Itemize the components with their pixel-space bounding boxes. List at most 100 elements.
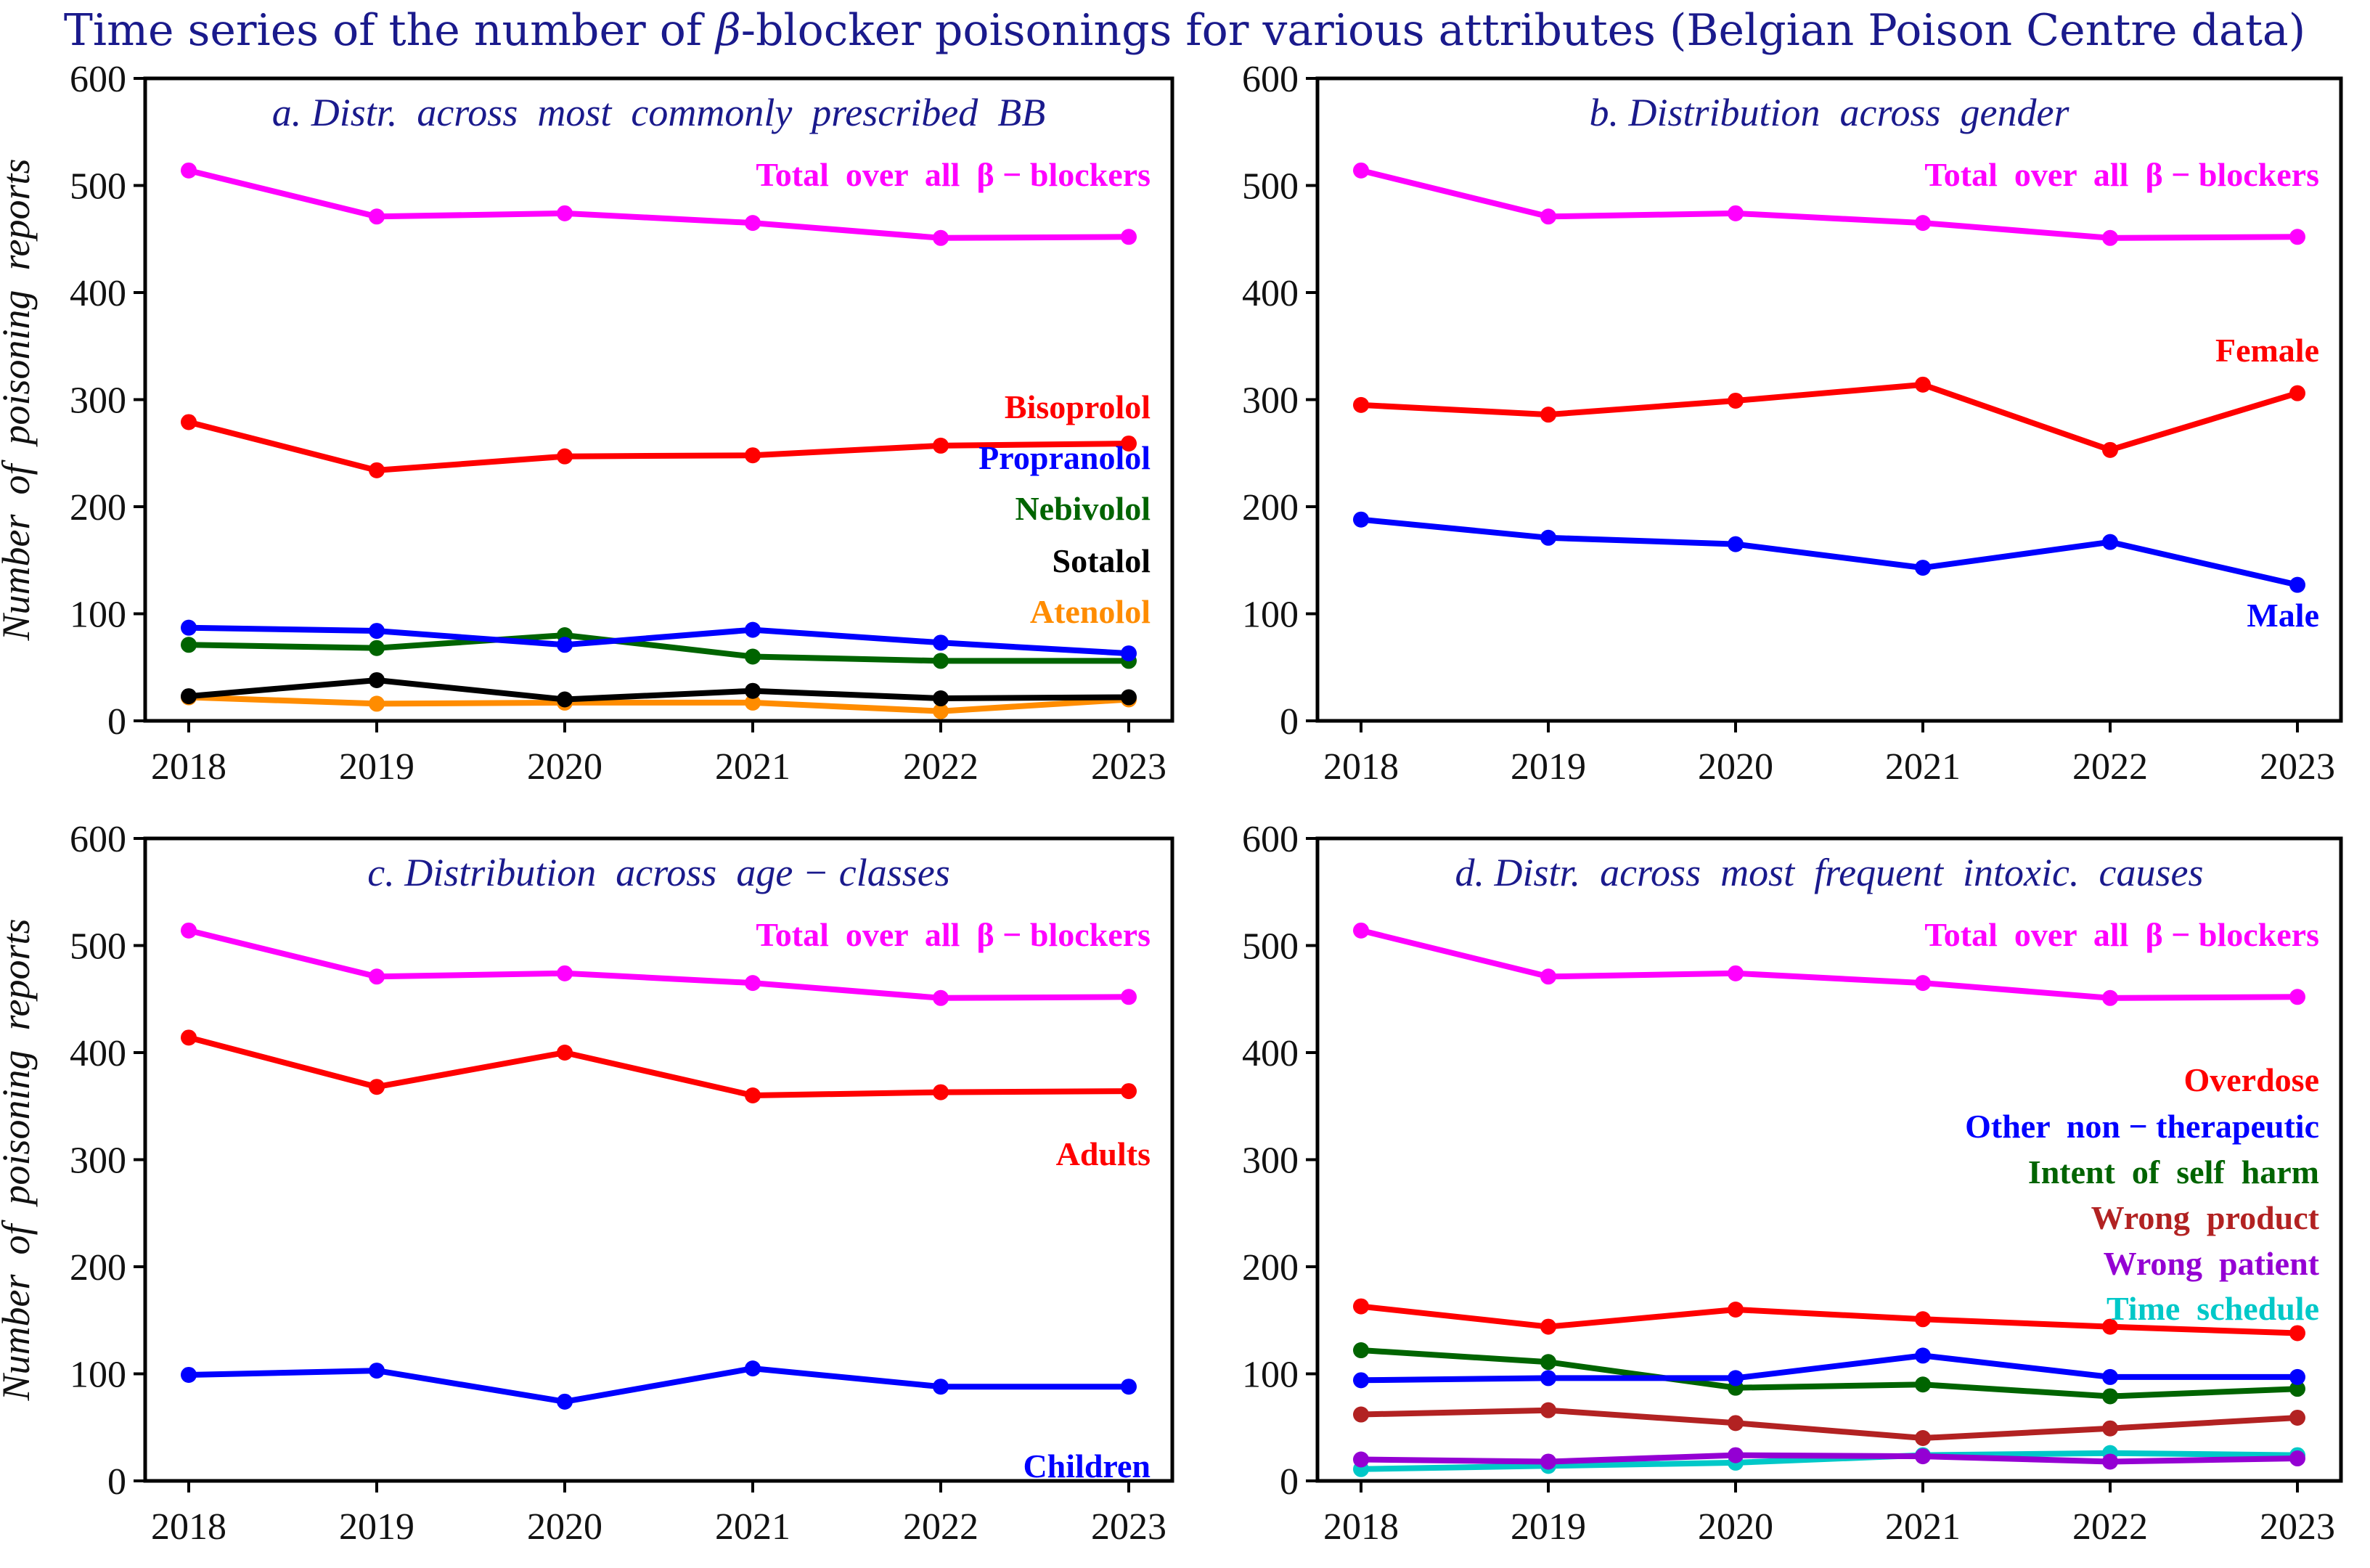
x-tick-label: 2021 bbox=[715, 746, 790, 788]
data-point bbox=[2102, 441, 2118, 458]
data-point bbox=[1353, 1406, 1369, 1423]
series-label: Sotalol bbox=[1053, 542, 1151, 579]
series-label: Overdose bbox=[2183, 1061, 2319, 1098]
data-point bbox=[1915, 215, 1931, 232]
data-point bbox=[745, 621, 761, 638]
data-point bbox=[1540, 208, 1556, 225]
figure-title-start: Time series of the number of bbox=[64, 5, 716, 56]
plot-frame bbox=[1315, 836, 2343, 1483]
series-label: Total over all β − blockers bbox=[1924, 916, 2319, 953]
data-point bbox=[933, 653, 949, 669]
data-point bbox=[1728, 1415, 1744, 1432]
x-tick-label: 2021 bbox=[1885, 1506, 1961, 1548]
series-line bbox=[1360, 1303, 2298, 1336]
series-label: Nebivolol bbox=[1015, 490, 1151, 527]
data-point bbox=[2102, 1368, 2118, 1385]
data-point bbox=[1728, 392, 1744, 409]
y-tick-label: 400 bbox=[70, 1033, 126, 1074]
data-point bbox=[1728, 1302, 1744, 1318]
series-label: Female bbox=[2215, 332, 2319, 369]
data-point bbox=[1540, 407, 1556, 423]
data-point bbox=[745, 975, 761, 992]
series-label: Male bbox=[2247, 597, 2319, 634]
data-point bbox=[557, 691, 573, 708]
data-point bbox=[369, 1079, 385, 1095]
y-tick-label: 200 bbox=[70, 1247, 126, 1289]
y-tick-label: 0 bbox=[107, 701, 126, 743]
data-point bbox=[1540, 968, 1556, 985]
y-tick-label: 600 bbox=[70, 59, 126, 100]
data-point bbox=[557, 637, 573, 653]
x-tick-label: 2019 bbox=[1511, 746, 1586, 788]
x-tick-label: 2019 bbox=[1511, 1506, 1586, 1548]
data-point bbox=[933, 989, 949, 1006]
data-point bbox=[1121, 689, 1137, 706]
series-label: Intent of self harm bbox=[2028, 1153, 2319, 1191]
data-point bbox=[1353, 1451, 1369, 1468]
series-label: Other non − therapeutic bbox=[1965, 1108, 2319, 1145]
panel-a: 0 100 200 300 400 500 600 2018 2019 2020 2021 2022 2… bbox=[0, 59, 1174, 788]
figure-title: Time series of the number of β-blocker p… bbox=[64, 5, 2305, 56]
data-point bbox=[1915, 1311, 1931, 1328]
y-tick-label: 300 bbox=[1242, 1140, 1299, 1182]
x-tick-label: 2022 bbox=[903, 1506, 978, 1548]
data-point bbox=[2289, 1325, 2305, 1342]
x-tick-label: 2020 bbox=[527, 1506, 602, 1548]
data-point bbox=[1353, 511, 1369, 528]
data-point bbox=[181, 688, 197, 705]
y-tick-label: 100 bbox=[1242, 1355, 1299, 1396]
plot-frame bbox=[1315, 76, 2343, 723]
panel-title: d. Distr. across most frequent intoxic. … bbox=[1455, 851, 2204, 894]
data-point bbox=[1121, 229, 1137, 245]
data-point bbox=[1915, 1448, 1931, 1465]
data-point bbox=[2289, 229, 2305, 245]
y-tick-label: 400 bbox=[70, 273, 126, 314]
data-point bbox=[745, 648, 761, 665]
x-tick-label: 2023 bbox=[1091, 746, 1166, 788]
data-point bbox=[181, 619, 197, 636]
data-point bbox=[2289, 385, 2305, 401]
y-tick-label: 400 bbox=[1242, 1033, 1299, 1074]
y-tick-label: 0 bbox=[107, 1461, 126, 1503]
data-point bbox=[1121, 435, 1137, 452]
data-point bbox=[2289, 1381, 2305, 1397]
data-point bbox=[2289, 576, 2305, 593]
data-point bbox=[933, 1084, 949, 1101]
data-point bbox=[1121, 1083, 1137, 1100]
data-point bbox=[181, 162, 197, 179]
data-point bbox=[557, 448, 573, 465]
data-point bbox=[745, 215, 761, 232]
x-tick-label: 2021 bbox=[1885, 746, 1961, 788]
series-line bbox=[1360, 1450, 2298, 1472]
x-tick-label: 2022 bbox=[2072, 746, 2148, 788]
panel-title: a. Distr. across most commonly prescribe… bbox=[272, 91, 1045, 134]
y-tick-label: 100 bbox=[70, 595, 126, 636]
data-point bbox=[181, 414, 197, 430]
y-tick-label: 0 bbox=[1280, 1461, 1299, 1503]
series-line bbox=[188, 694, 1129, 714]
series-line bbox=[188, 677, 1129, 703]
series-line bbox=[1360, 1452, 2298, 1465]
series-line bbox=[1360, 927, 2298, 1001]
y-tick-label: 600 bbox=[1242, 59, 1299, 100]
x-tick-label: 2018 bbox=[151, 746, 226, 788]
chart-panels: 0 100 200 300 400 500 600 2018 2019 2020 2021 2022 2… bbox=[0, 59, 2343, 1548]
data-point bbox=[745, 1360, 761, 1377]
series-label: Children bbox=[1023, 1447, 1151, 1485]
y-tick-label: 500 bbox=[1242, 926, 1299, 968]
data-point bbox=[2289, 1450, 2305, 1467]
series-label: Total over all β − blockers bbox=[756, 916, 1151, 953]
data-point bbox=[1915, 376, 1931, 393]
panel-title: b. Distribution across gender bbox=[1590, 91, 2070, 134]
x-tick-label: 2020 bbox=[527, 746, 602, 788]
panel-d: 0 100 200 300 400 500 600 2018 2019 2020 2021 2022 2… bbox=[1242, 819, 2343, 1548]
x-tick-label: 2019 bbox=[339, 1506, 414, 1548]
data-point bbox=[933, 690, 949, 707]
panel-b: 0 100 200 300 400 500 600 2018 2019 2020 2021 2022 2… bbox=[1242, 59, 2343, 788]
data-point bbox=[369, 695, 385, 712]
data-point bbox=[369, 208, 385, 225]
series-line bbox=[1360, 1347, 2298, 1400]
data-point bbox=[1353, 1372, 1369, 1389]
data-point bbox=[557, 1045, 573, 1061]
data-point bbox=[2102, 1388, 2118, 1405]
